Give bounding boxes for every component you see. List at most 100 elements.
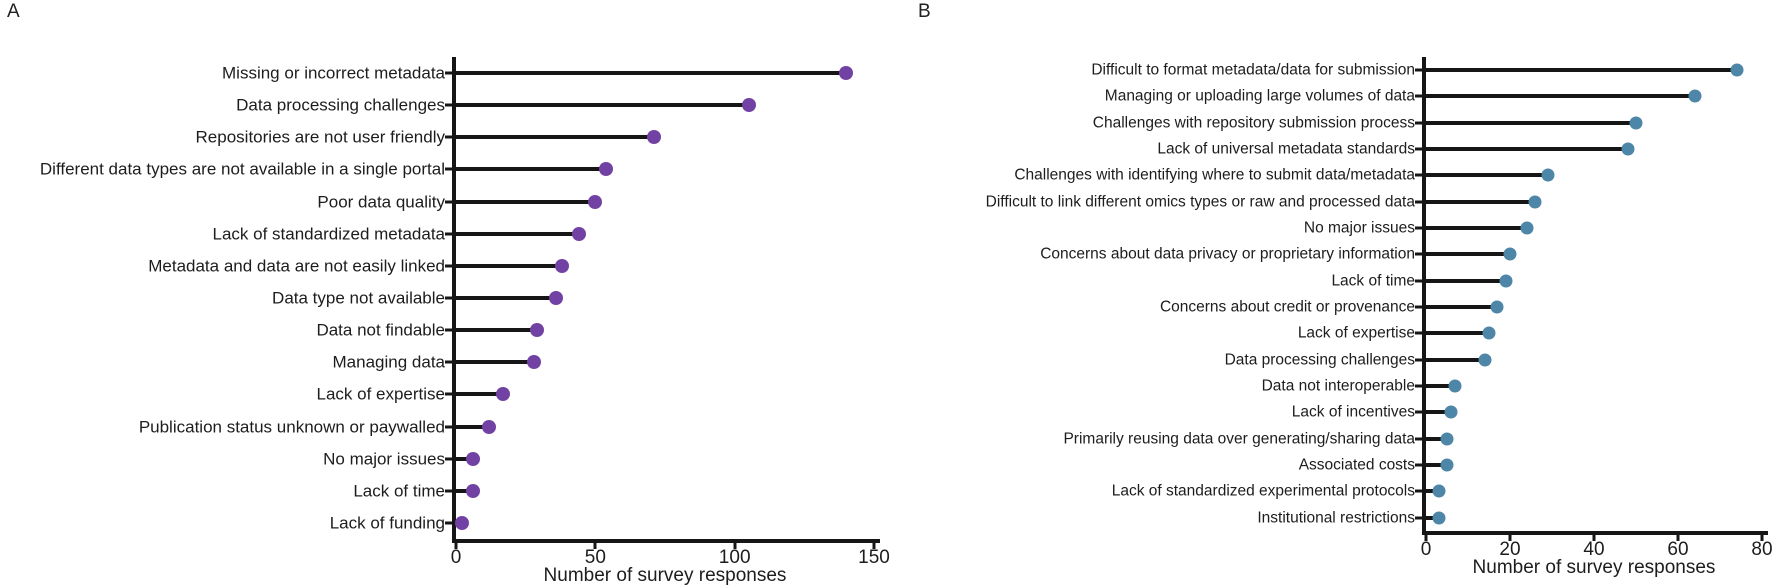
lollipop-dot — [1440, 458, 1454, 472]
category-label: Lack of time — [353, 481, 445, 501]
lollipop-stem — [1426, 94, 1695, 99]
lollipop-stem — [1426, 147, 1628, 152]
lollipop-stem — [456, 103, 749, 108]
category-label: Difficult to link different omics types … — [985, 193, 1415, 211]
lollipop-dot — [482, 419, 497, 434]
panel-b-rows: Difficult to format metadata/data for su… — [986, 57, 1762, 531]
lollipop-row: Primarily reusing data over generating/s… — [1063, 426, 1762, 452]
lollipop-dot — [1432, 484, 1446, 498]
lollipop-row: Lack of time — [353, 475, 874, 507]
category-label: No major issues — [1303, 219, 1415, 237]
x-axis-tick-mark — [593, 543, 597, 549]
lollipop-stem — [456, 199, 596, 204]
lollipop-stem — [1426, 120, 1636, 125]
category-label: Lack of expertise — [1297, 324, 1415, 342]
lollipop-dot — [839, 66, 854, 81]
lollipop-row: Lack of universal metadata standards — [1157, 136, 1762, 162]
category-label: Lack of funding — [329, 513, 445, 533]
lollipop-row: Managing or uploading large volumes of d… — [1105, 83, 1762, 109]
category-label: Lack of standardized experimental protoc… — [1111, 482, 1415, 500]
category-label: Poor data quality — [317, 192, 445, 212]
lollipop-row: Data not interoperable — [1262, 373, 1762, 399]
lollipop-row: Data processing challenges — [1225, 347, 1762, 373]
lollipop-dot — [1448, 379, 1462, 393]
lollipop-row: Challenges with repository submission pr… — [1093, 110, 1762, 136]
category-label: Associated costs — [1298, 456, 1415, 474]
lollipop-stem — [456, 135, 654, 140]
lollipop-stem — [1426, 226, 1527, 231]
lollipop-row: Challenges with identifying where to sub… — [1014, 162, 1762, 188]
lollipop-row: Lack of expertise — [316, 378, 874, 410]
lollipop-dot — [1730, 63, 1744, 77]
lollipop-row: Data not findable — [316, 314, 874, 346]
lollipop-dot — [554, 258, 569, 273]
category-label: Data not findable — [316, 320, 445, 340]
lollipop-stem — [1426, 331, 1489, 336]
lollipop-stem — [1426, 173, 1548, 178]
x-axis-tick-label: 150 — [858, 547, 890, 568]
category-label: Challenges with repository submission pr… — [1092, 114, 1415, 132]
category-label: Challenges with identifying where to sub… — [1014, 166, 1415, 184]
category-label: Data processing challenges — [1224, 351, 1415, 369]
lollipop-dot — [454, 516, 469, 531]
lollipop-stem — [1426, 357, 1485, 362]
x-axis-tick-label: 50 — [584, 547, 606, 568]
lollipop-dot — [1541, 168, 1555, 182]
lollipop-row: Lack of incentives — [1292, 399, 1762, 425]
lollipop-stem — [456, 488, 473, 493]
category-label: Lack of standardized metadata — [212, 224, 445, 244]
lollipop-dot — [1499, 274, 1513, 288]
lollipop-stem — [456, 328, 537, 333]
category-label: No major issues — [323, 449, 445, 469]
category-label: Managing or uploading large volumes of d… — [1104, 87, 1415, 105]
lollipop-dot — [496, 387, 511, 402]
x-axis-tick-label: 0 — [1420, 539, 1432, 560]
category-label: Different data types are not available i… — [39, 159, 445, 179]
x-axis-tick-label: 20 — [1499, 539, 1521, 560]
lollipop-dot — [527, 355, 542, 370]
lollipop-row: Metadata and data are not easily linked — [148, 250, 874, 282]
lollipop-row: Poor data quality — [317, 186, 874, 218]
lollipop-stem — [1426, 199, 1536, 204]
lollipop-stem — [1426, 436, 1447, 441]
lollipop-row: Associated costs — [1299, 452, 1762, 478]
category-label: Metadata and data are not easily linked — [148, 256, 445, 276]
x-axis-tick-mark — [1592, 535, 1596, 541]
panel-b-letter: B — [918, 1, 932, 22]
lollipop-row: Data type not available — [272, 282, 874, 314]
category-label: Data type not available — [272, 288, 445, 308]
lollipop-row: Data processing challenges — [236, 89, 874, 121]
lollipop-dot — [1688, 89, 1702, 103]
category-label: Difficult to format metadata/data for su… — [1091, 61, 1415, 79]
lollipop-stem — [456, 167, 607, 172]
lollipop-stem — [456, 263, 562, 268]
panel-a-x-axis-title: Number of survey responses — [543, 565, 787, 586]
lollipop-dot — [465, 451, 480, 466]
category-label: Lack of incentives — [1291, 403, 1415, 421]
lollipop-dot — [646, 130, 661, 145]
lollipop-row: Missing or incorrect metadata — [222, 57, 874, 89]
panel-a-letter: A — [7, 1, 21, 22]
category-label: Institutional restrictions — [1257, 508, 1415, 526]
lollipop-row: No major issues — [1304, 215, 1762, 241]
x-axis-tick-mark — [454, 543, 458, 549]
lollipop-dot — [1503, 247, 1517, 261]
lollipop-stem — [456, 71, 847, 76]
lollipop-dot — [1440, 432, 1454, 446]
lollipop-row: No major issues — [323, 443, 874, 475]
lollipop-stem — [456, 392, 504, 397]
lollipop-dot — [1478, 353, 1492, 367]
panel-a-plot-area: Missing or incorrect metadata Data proces… — [40, 57, 890, 585]
lollipop-dot — [1528, 195, 1542, 209]
lollipop-stem — [456, 231, 579, 236]
panel-a: A Missing or incorrect metadata Data proc… — [0, 0, 890, 585]
panel-b-x-axis: 0 20 40 60 80 — [1421, 531, 1772, 571]
lollipop-row: Lack of standardized experimental protoc… — [1112, 478, 1762, 504]
x-axis-tick-label: 0 — [450, 547, 462, 568]
lollipop-dot — [599, 162, 614, 177]
x-axis-tick-label: 40 — [1583, 539, 1605, 560]
category-label: Lack of time — [1331, 272, 1415, 290]
lollipop-dot — [529, 323, 544, 338]
lollipop-row: Lack of standardized metadata — [213, 218, 874, 250]
lollipop-row: Difficult to format metadata/data for su… — [1091, 57, 1762, 83]
